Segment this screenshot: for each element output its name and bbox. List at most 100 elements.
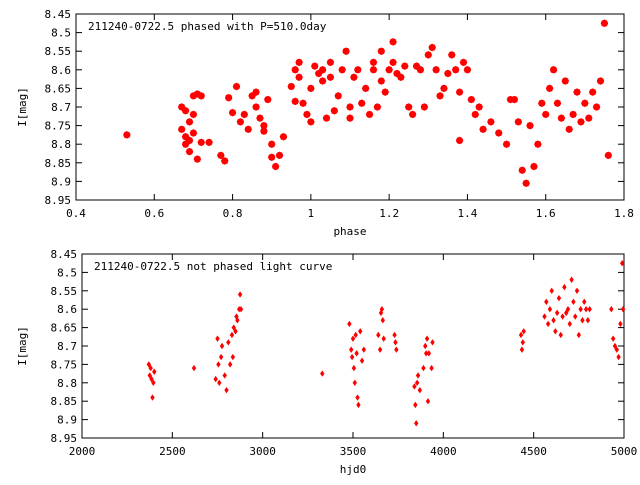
y-tick-label: 8.75 (45, 120, 72, 133)
data-point (222, 372, 227, 379)
data-point (185, 136, 194, 145)
y-tick-label: 8.95 (51, 432, 78, 445)
data-point (267, 140, 276, 148)
data-point (185, 147, 194, 156)
data-point (355, 394, 360, 401)
x-tick-label: 2000 (69, 445, 96, 458)
data-point (429, 364, 434, 372)
data-point (522, 179, 530, 188)
data-point (230, 353, 236, 361)
data-point (348, 346, 354, 353)
data-point (571, 298, 576, 306)
x-tick-label: 3000 (249, 445, 276, 458)
data-point (307, 84, 315, 93)
data-point (413, 401, 418, 409)
data-point (544, 298, 549, 306)
data-point (359, 357, 365, 364)
data-point (233, 328, 238, 335)
data-point (279, 133, 288, 141)
data-point (320, 370, 325, 377)
y-tick-label: 8.45 (51, 248, 78, 261)
data-point (463, 66, 472, 74)
data-point (177, 125, 186, 134)
data-point (197, 92, 206, 100)
data-point (554, 309, 560, 317)
data-point (578, 306, 583, 313)
data-point (549, 66, 558, 74)
data-point (352, 379, 358, 386)
data-point (416, 66, 425, 74)
data-point (542, 313, 547, 320)
data-point (389, 58, 397, 67)
data-point (215, 335, 220, 342)
data-point (217, 151, 225, 160)
data-point (397, 73, 405, 81)
y-tick-label: 8.85 (51, 395, 78, 408)
data-point (502, 140, 511, 148)
data-point (381, 335, 386, 342)
unphased-light-curve-plot: 8.458.58.558.68.658.78.758.88.858.98.952… (16, 248, 637, 476)
y-tick-label: 8.45 (45, 8, 72, 21)
data-point (569, 110, 577, 119)
data-point (197, 138, 206, 147)
data-point (264, 95, 272, 104)
data-point (619, 260, 625, 267)
data-point (534, 140, 542, 148)
x-tick-label: 0.4 (66, 207, 86, 220)
data-point (420, 103, 429, 111)
phased-light-curve-plot: 8.458.58.558.68.658.78.758.88.858.98.950… (16, 8, 634, 238)
data-point (152, 368, 157, 375)
data-point (149, 375, 154, 383)
data-point (545, 320, 551, 328)
data-point (494, 129, 503, 137)
data-point (271, 162, 280, 171)
data-point (561, 77, 570, 85)
data-point (330, 106, 339, 115)
data-point (346, 103, 354, 111)
data-point (342, 47, 350, 55)
data-point (426, 350, 432, 357)
data-point (217, 379, 222, 386)
data-point (448, 51, 456, 59)
data-point (581, 99, 589, 108)
data-point (596, 77, 605, 85)
data-point (357, 99, 366, 108)
data-point (385, 66, 393, 74)
data-point (123, 131, 131, 139)
data-point (451, 66, 460, 74)
y-tick-label: 8.75 (51, 358, 78, 371)
chart-title: 211240-0722.5 not phased light curve (94, 260, 332, 273)
data-point (588, 88, 597, 96)
data-point (295, 73, 303, 81)
data-point (228, 108, 237, 117)
data-point (557, 114, 566, 122)
data-point (326, 58, 335, 67)
x-tick-label: 2500 (159, 445, 186, 458)
x-axis-label: hjd0 (340, 463, 367, 476)
data-point (369, 66, 378, 74)
y-tick-label: 8.65 (51, 322, 78, 335)
y-tick-label: 8.8 (51, 138, 71, 151)
data-point (147, 372, 152, 379)
data-point (224, 93, 233, 102)
data-point (244, 125, 252, 134)
data-point (216, 361, 221, 368)
y-tick-label: 8.7 (57, 340, 77, 353)
data-point (224, 386, 229, 394)
data-point (291, 66, 299, 74)
data-point (553, 99, 562, 108)
data-point (377, 77, 386, 85)
data-point (424, 51, 433, 59)
data-point (151, 379, 156, 386)
data-point (232, 82, 241, 91)
data-point (392, 331, 397, 339)
data-point (338, 66, 346, 74)
data-point (347, 320, 352, 328)
data-point (287, 82, 296, 91)
data-point (252, 88, 260, 96)
data-point (459, 58, 468, 67)
data-point (514, 118, 523, 126)
data-point (519, 346, 525, 353)
